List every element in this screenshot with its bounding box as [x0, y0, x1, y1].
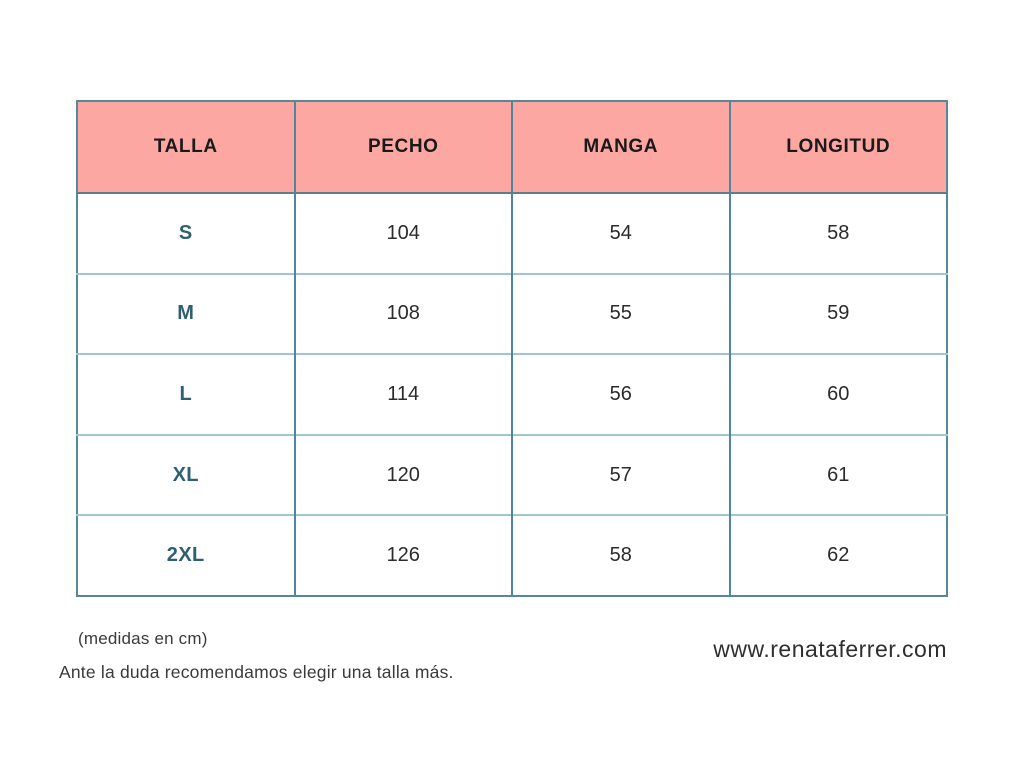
size-chart-body: S 104 54 58 M 108 55 59 L 114 56 60 XL 1… — [77, 193, 947, 596]
size-cell: M — [77, 272, 295, 355]
column-header-pecho: PECHO — [293, 101, 512, 194]
size-cell: 2XL — [77, 514, 295, 596]
measure-cell-manga: 56 — [511, 353, 730, 435]
table-row: XL 120 57 61 — [77, 433, 947, 516]
measure-cell-pecho: 120 — [293, 433, 512, 516]
header-row: TALLA PECHO MANGA LONGITUD — [77, 101, 947, 194]
column-header-talla: TALLA — [77, 101, 295, 194]
table-row: M 108 55 59 — [77, 272, 947, 355]
measure-cell-pecho: 108 — [293, 272, 512, 355]
measure-cell-longitud: 62 — [728, 514, 947, 596]
column-header-longitud: LONGITUD — [728, 101, 947, 194]
table-row: 2XL 126 58 62 — [77, 514, 947, 596]
measure-cell-longitud: 58 — [728, 193, 947, 274]
size-chart-header: TALLA PECHO MANGA LONGITUD — [77, 101, 947, 194]
size-cell: L — [77, 353, 295, 435]
measure-cell-pecho: 126 — [293, 514, 512, 596]
units-note: (medidas en cm) — [78, 629, 208, 648]
table-row: S 104 54 58 — [77, 193, 947, 274]
column-header-manga: MANGA — [511, 101, 730, 194]
measure-cell-longitud: 61 — [728, 433, 947, 516]
measure-cell-manga: 57 — [511, 433, 730, 516]
measure-cell-manga: 54 — [511, 193, 730, 274]
measure-cell-pecho: 114 — [293, 353, 512, 435]
table-row: L 114 56 60 — [77, 353, 947, 435]
measure-cell-manga: 58 — [511, 514, 730, 596]
measure-cell-manga: 55 — [511, 272, 730, 355]
measure-cell-longitud: 60 — [728, 353, 947, 435]
size-cell: S — [77, 193, 295, 274]
sizing-advice-note: Ante la duda recomendamos elegir una tal… — [59, 662, 454, 682]
size-cell: XL — [77, 433, 295, 516]
size-chart-table: TALLA PECHO MANGA LONGITUD S 104 54 58 M… — [76, 100, 948, 597]
measure-cell-longitud: 59 — [728, 272, 947, 355]
footnotes: (medidas en cm) Ante la duda recomendamo… — [0, 629, 454, 683]
measure-cell-pecho: 104 — [293, 193, 512, 274]
website-url: www.renataferrer.com — [713, 636, 947, 662]
